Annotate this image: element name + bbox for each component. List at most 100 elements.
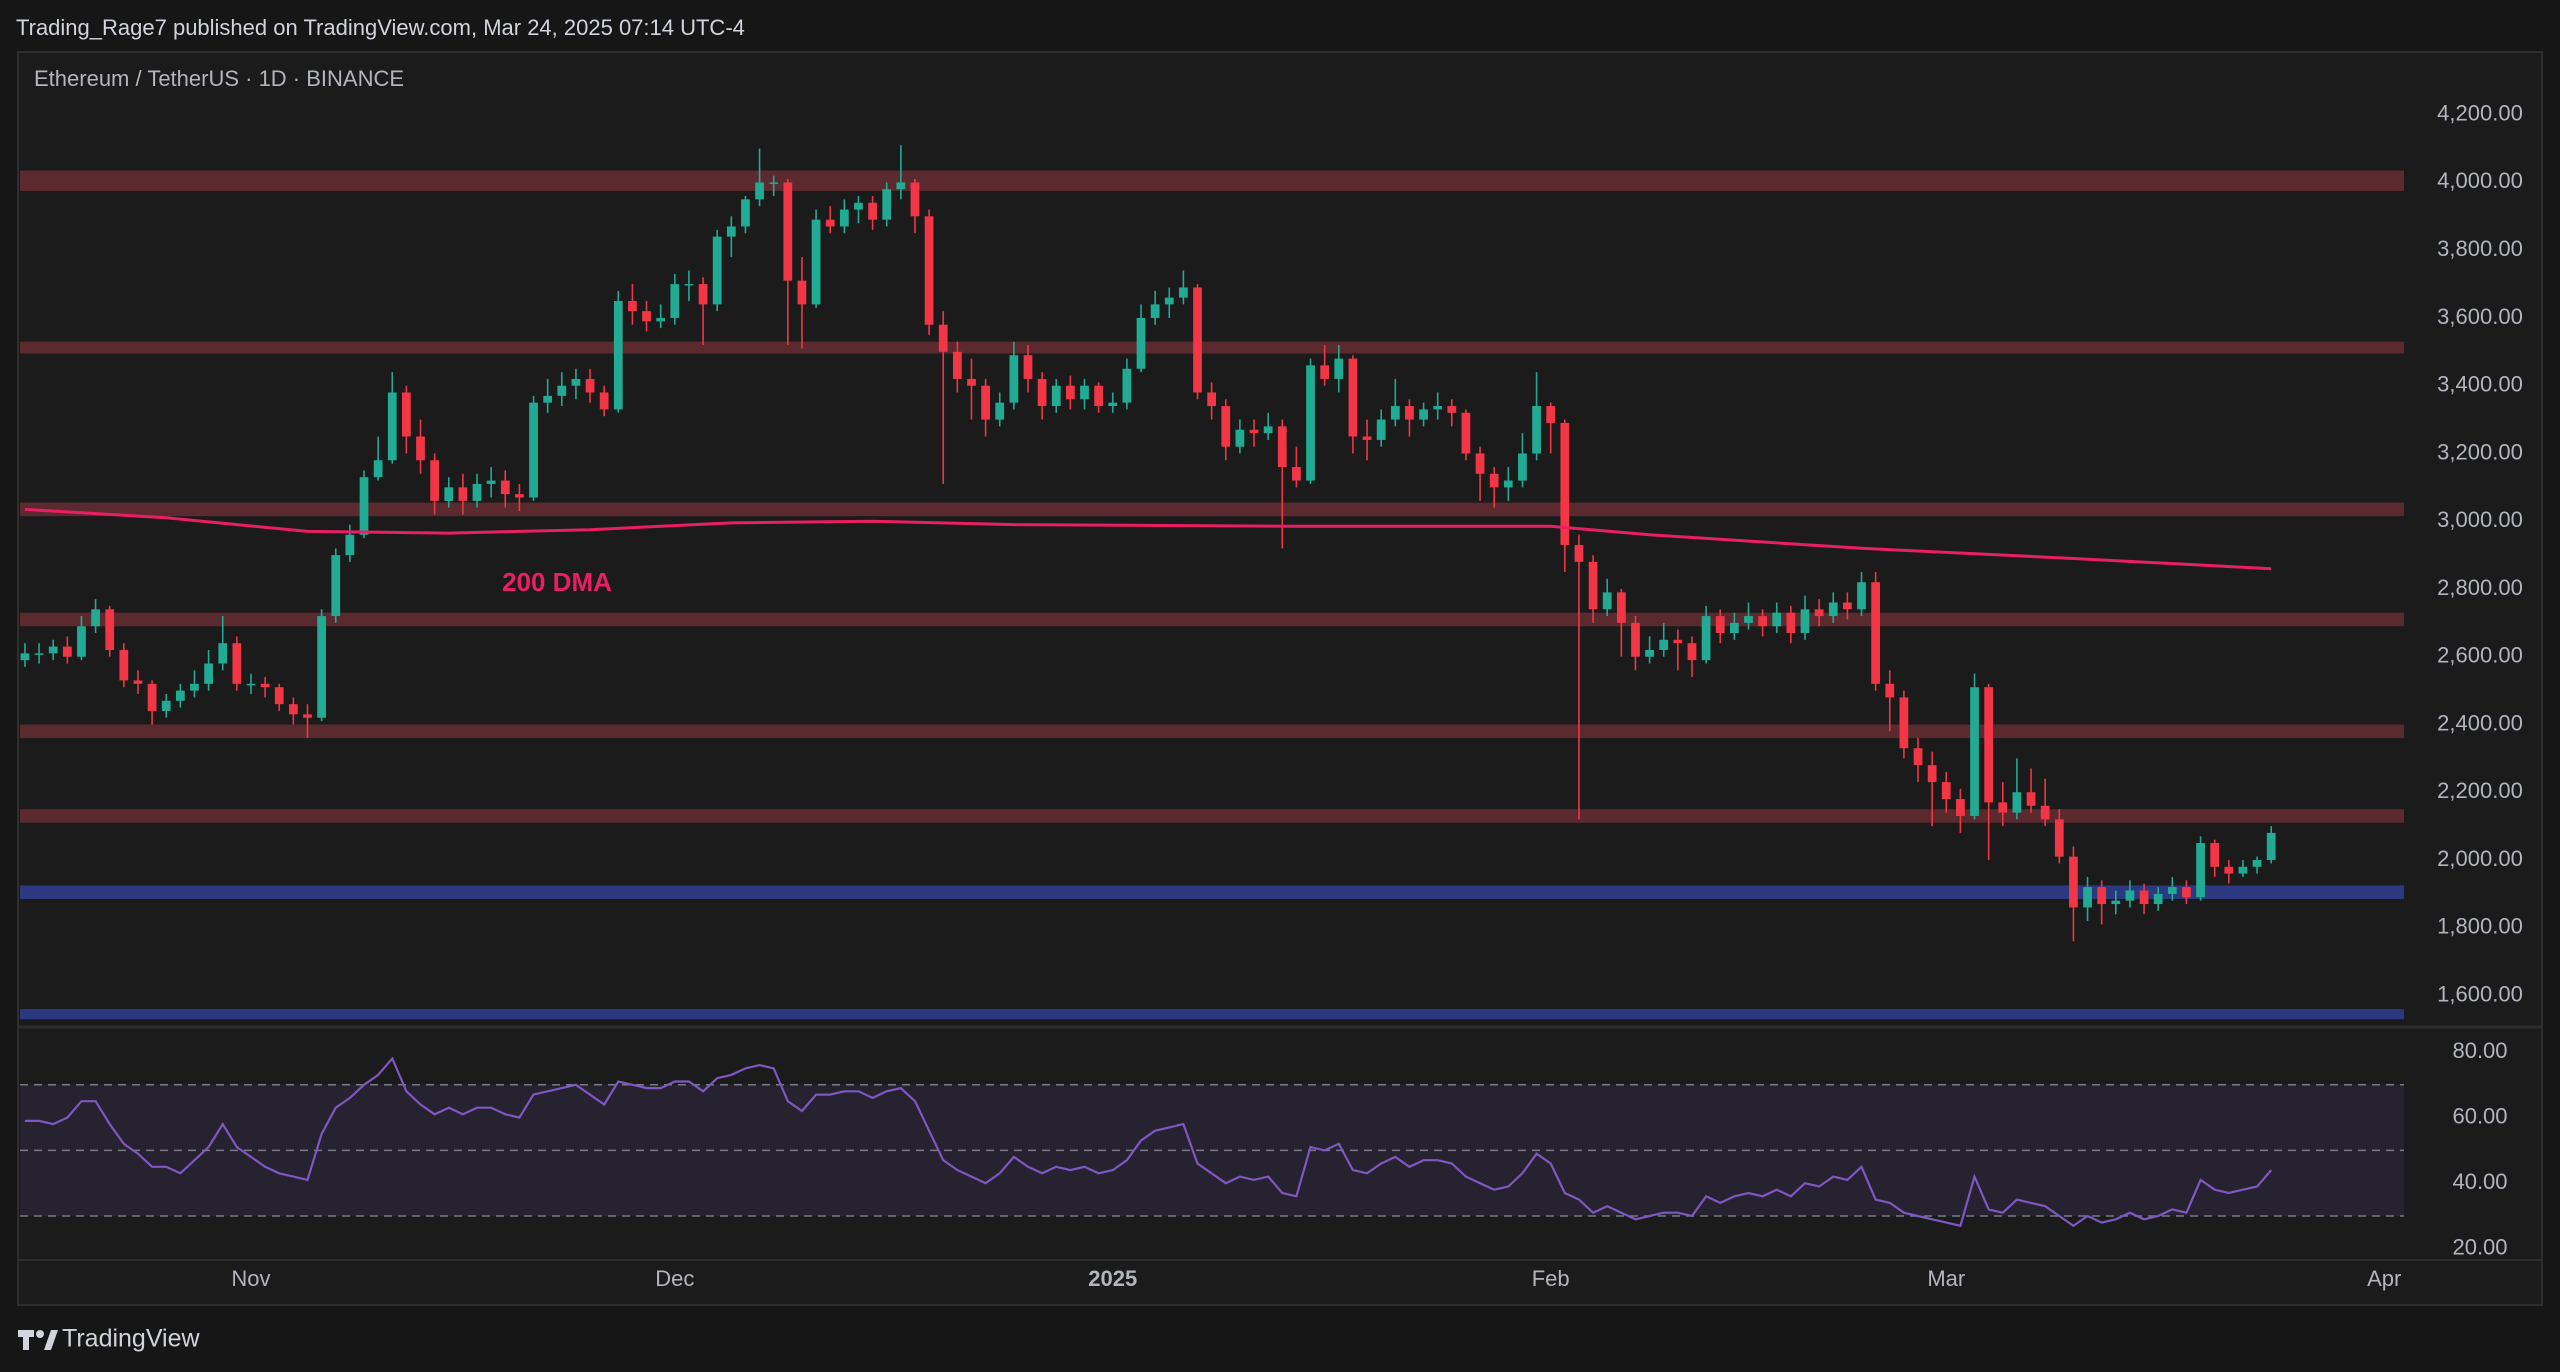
tradingview-logo [18, 1330, 58, 1350]
candle-body [260, 683, 270, 688]
candle-body [288, 704, 298, 715]
candle-body [387, 392, 397, 461]
price-zone [20, 1009, 2404, 1020]
logo-slash [44, 1330, 58, 1350]
candle-body [1715, 616, 1725, 634]
candle-body [1051, 385, 1061, 407]
candle-body [938, 324, 948, 352]
candle-body [91, 609, 100, 627]
candle-body [2125, 890, 2135, 901]
candle-body [1037, 378, 1047, 407]
candle-body [854, 202, 863, 210]
candle-body [1574, 544, 1584, 562]
candle-body [1150, 304, 1160, 318]
x-tick-label: Feb [1532, 1266, 1570, 1291]
y-tick-label: 2,400.00 [2437, 710, 2523, 735]
candle-body [839, 209, 849, 227]
candle-body [825, 219, 835, 227]
candle-body [133, 680, 143, 684]
candle-body [105, 609, 115, 650]
y-tick-label: 20.00 [2452, 1235, 2507, 1260]
candle-body [1941, 782, 1951, 800]
candle-body [204, 663, 213, 684]
y-tick-label: 1,800.00 [2437, 914, 2523, 939]
candle-body [1461, 412, 1471, 454]
x-tick-label: Mar [1927, 1266, 1965, 1291]
y-tick-label: 80.00 [2452, 1038, 2507, 1063]
candle-body [995, 402, 1005, 420]
logo-stem [23, 1330, 29, 1350]
candle-body [670, 284, 680, 318]
candle-body [458, 487, 468, 501]
candle-body [1433, 406, 1443, 410]
candle-body [896, 182, 906, 190]
y-tick-label: 3,400.00 [2437, 372, 2523, 397]
price-zone [20, 502, 2404, 517]
candle-body [62, 646, 72, 657]
candle-body [981, 385, 990, 420]
candle-body [1503, 480, 1513, 488]
candle-body [967, 378, 976, 386]
price-zone [20, 170, 2404, 191]
y-tick-label: 3,600.00 [2437, 304, 2523, 329]
y-tick-label: 3,200.00 [2437, 439, 2523, 464]
candle-body [1927, 765, 1937, 783]
candle-body [147, 683, 157, 711]
candle-body [486, 480, 496, 484]
y-tick-label: 2,000.00 [2437, 846, 2523, 871]
candle-body [2139, 890, 2149, 905]
candle-body [303, 714, 312, 718]
candle-body [1729, 622, 1739, 634]
x-tick-label: 2025 [1088, 1266, 1137, 1291]
candle-body [628, 301, 637, 312]
publisher-header: Trading_Rage7 published on TradingView.c… [16, 15, 745, 40]
candle-body [2167, 887, 2177, 894]
candle-body [1320, 365, 1330, 379]
y-tick-label: 4,200.00 [2437, 100, 2523, 125]
candle-body [331, 555, 341, 617]
candle-body [2238, 866, 2248, 874]
candle-body [2182, 887, 2191, 898]
candle-body [1122, 368, 1132, 403]
candle-body [2111, 900, 2121, 905]
candle-body [161, 700, 171, 711]
candle-body [1419, 409, 1428, 420]
candle-body [34, 653, 44, 655]
candle-body [373, 460, 383, 478]
x-tick-label: Nov [231, 1266, 270, 1291]
price-zone [20, 612, 2404, 627]
candle-body [1899, 697, 1909, 749]
candle-body [416, 436, 425, 461]
price-zone [20, 341, 2404, 354]
candle-body [1207, 392, 1217, 407]
candle-body [1475, 453, 1485, 474]
candle-body [1546, 406, 1556, 423]
chart-frame [17, 51, 2543, 1306]
candle-body [1405, 406, 1414, 420]
candle-body [472, 483, 482, 501]
candle-body [359, 477, 369, 535]
x-tick-label: Dec [655, 1266, 694, 1291]
x-tick-label: Apr [2367, 1266, 2401, 1291]
candle-body [2224, 866, 2234, 874]
main-pane: 200 DMA [20, 145, 2276, 942]
candle-body [430, 460, 440, 501]
candle-body [246, 683, 256, 686]
candle-body [557, 385, 567, 396]
ma-annotation: 200 DMA [502, 567, 612, 597]
candle-body [345, 534, 355, 556]
candle-body [1292, 467, 1301, 481]
candle-body [1249, 429, 1259, 434]
candle-body [543, 395, 553, 403]
candle-body [910, 182, 920, 217]
candle-body [1136, 317, 1146, 369]
candle-body [2196, 843, 2205, 898]
rsi-pane [20, 1056, 2404, 1228]
candle-body [1871, 582, 1881, 684]
candle-body [1744, 616, 1753, 623]
candle-body [924, 216, 934, 325]
candle-body [642, 311, 651, 322]
candle-body [1263, 426, 1273, 434]
candle-body [783, 182, 793, 281]
